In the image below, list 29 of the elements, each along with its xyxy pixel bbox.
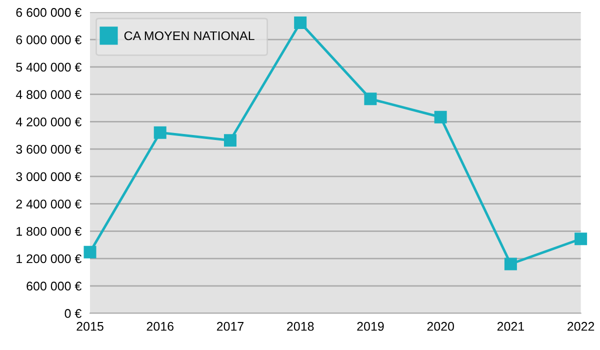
y-tick-label: 2 400 000 €	[16, 200, 82, 208]
y-tick-label: 1 800 000 €	[16, 226, 82, 236]
y-tick-label: 0 €	[64, 309, 82, 318]
point	[504, 258, 517, 270]
y-tick-label: 5 400 000 €	[16, 62, 82, 72]
x-tick-label: 2019	[357, 322, 384, 331]
x-tick-label: 2022	[568, 322, 594, 331]
point	[294, 16, 307, 29]
point	[224, 134, 236, 147]
y-tick-label: 1 200 000 €	[16, 254, 82, 264]
x-tick-label: 2017	[216, 322, 244, 331]
x-tick-label: 2018	[287, 322, 314, 331]
y-tick-label: 6 000 000 €	[16, 35, 82, 44]
point	[154, 126, 166, 139]
x-tick-label: 2020	[427, 322, 454, 331]
y-tick-label: 3 000 000 €	[16, 172, 82, 182]
y-tick-label: 4 200 000 €	[16, 118, 82, 126]
point	[364, 92, 377, 106]
x-tick-label: 2021	[497, 322, 524, 331]
point	[574, 232, 588, 246]
y-tick-label: 3 600 000 €	[16, 144, 82, 154]
point	[84, 246, 96, 258]
y-tick-label: 4 800 000 €	[16, 90, 82, 99]
point	[434, 110, 447, 124]
legend-label: CA MOYEN NATIONAL	[124, 31, 254, 40]
x-tick-label: 2016	[146, 322, 174, 331]
x-tick-label: 2015	[76, 322, 104, 331]
y-tick-label: 6 600 000 €	[16, 8, 82, 17]
y-tick-label: 600 000 €	[26, 282, 82, 291]
